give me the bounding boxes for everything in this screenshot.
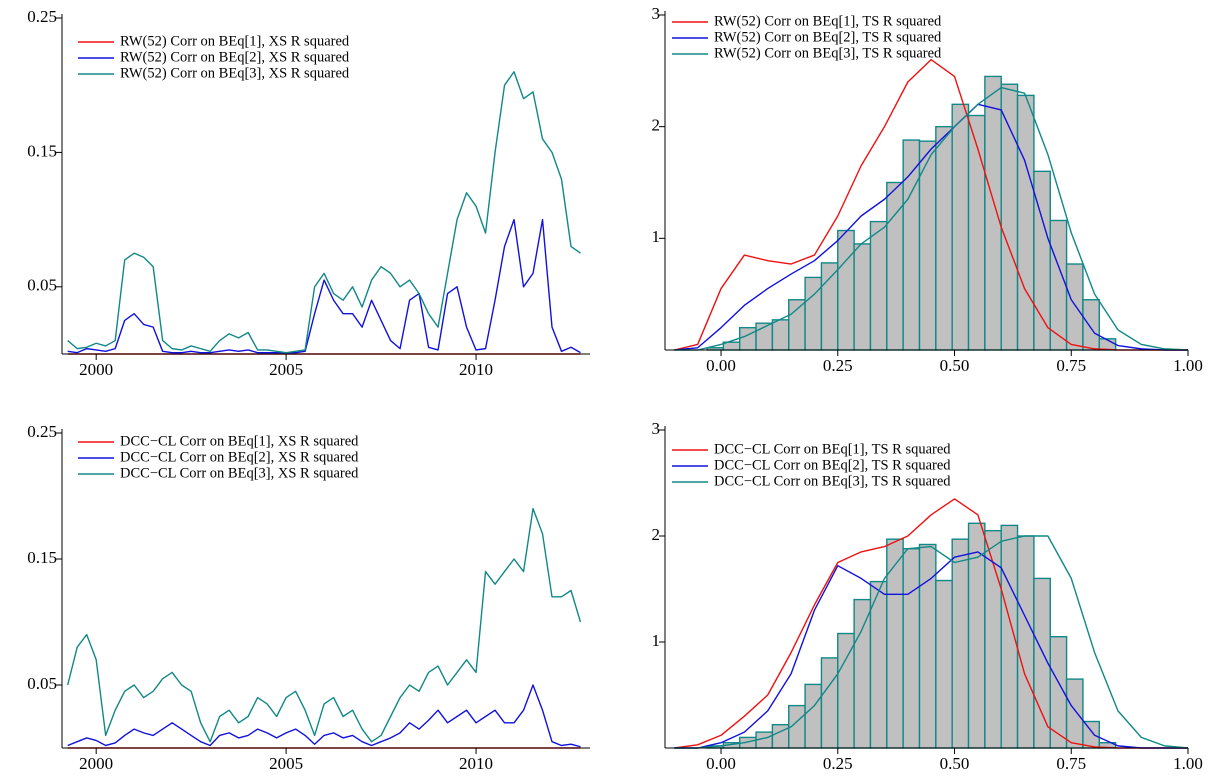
- legend-label: DCC−CL Corr on BEq[1], XS R squared: [120, 433, 359, 449]
- x-tick-label: 2010: [459, 360, 493, 379]
- histogram-bar: [804, 276, 823, 351]
- legend-label: DCC−CL Corr on BEq[1], TS R squared: [714, 441, 951, 457]
- series-line: [674, 551, 1188, 749]
- y-tick-label: 1: [652, 631, 661, 650]
- legend-label: RW(52) Corr on BEq[3], XS R squared: [120, 65, 350, 81]
- histogram-bar: [951, 538, 970, 749]
- histogram-bar: [853, 598, 872, 749]
- legend-label: DCC−CL Corr on BEq[2], TS R squared: [714, 457, 951, 473]
- series-line: [674, 498, 1188, 749]
- histogram-bar: [804, 683, 823, 749]
- legend-label: DCC−CL Corr on BEq[2], XS R squared: [120, 449, 359, 465]
- x-tick-label: 0.00: [706, 356, 736, 375]
- x-tick-label: 1.00: [1173, 754, 1203, 773]
- series-line: [67, 507, 582, 743]
- y-tick-label: 0.15: [27, 548, 57, 567]
- histogram-bar: [967, 114, 986, 351]
- histogram-bar: [902, 548, 921, 749]
- histogram-bar: [837, 632, 855, 749]
- series-line: [674, 535, 1189, 749]
- series-line: [67, 684, 581, 748]
- histogram-bar: [788, 299, 806, 351]
- histogram-bar: [984, 75, 1002, 351]
- legend-label: RW(52) Corr on BEq[1], TS R squared: [714, 13, 942, 29]
- x-tick-label: 0.75: [1056, 754, 1086, 773]
- y-tick-label: 1: [652, 227, 661, 246]
- histogram-bar: [869, 220, 888, 351]
- legend-label: RW(52) Corr on BEq[1], XS R squared: [120, 33, 350, 49]
- histogram-bar: [739, 326, 757, 351]
- x-tick-label: 0.75: [1056, 356, 1086, 375]
- legend-label: RW(52) Corr on BEq[2], XS R squared: [120, 49, 350, 65]
- histogram-bar: [1000, 524, 1019, 749]
- y-tick-label: 0.05: [27, 276, 57, 295]
- series-line: [674, 103, 1188, 351]
- histogram-bar: [1082, 720, 1100, 749]
- y-tick-label: 2: [652, 525, 661, 544]
- panel: 1 2 3 0.00 0.25 0.50 0.75 1.00 DCC−CL Corr on BE…: [652, 419, 1203, 773]
- panel: 1 2 3 0.00 0.25 0.50 0.75 1.00 RW(52) Corr on BE…: [652, 4, 1203, 375]
- x-tick-label: 2010: [459, 754, 493, 773]
- histogram-bar: [935, 125, 953, 351]
- x-tick-label: 2005: [269, 754, 303, 773]
- series-line: [674, 86, 1189, 351]
- histogram-bar: [951, 103, 970, 351]
- series-line: [674, 58, 1188, 351]
- x-tick-label: 0.00: [706, 754, 736, 773]
- histogram-bar: [1000, 83, 1019, 351]
- legend-label: RW(52) Corr on BEq[2], TS R squared: [714, 29, 942, 45]
- y-tick-label: 3: [652, 419, 661, 438]
- histogram-bar: [853, 243, 872, 351]
- legend-label: DCC−CL Corr on BEq[3], TS R squared: [714, 473, 951, 489]
- series-line: [67, 71, 581, 354]
- y-tick-label: 0.15: [27, 141, 57, 160]
- x-tick-label: 2000: [79, 754, 113, 773]
- x-tick-label: 0.50: [940, 754, 970, 773]
- histogram-bar: [902, 139, 921, 351]
- y-tick-label: 0.25: [27, 7, 57, 26]
- histogram-bar: [1065, 263, 1084, 351]
- panel: 0.05 0.15 0.25 2000 2005 2010 DCC−CL Corr on B…: [27, 422, 590, 773]
- legend-label: RW(52) Corr on BEq[3], TS R squared: [714, 45, 942, 61]
- histogram-bar: [771, 319, 790, 351]
- histogram-bar: [771, 723, 790, 749]
- x-tick-label: 0.25: [823, 356, 853, 375]
- histogram-bar: [1065, 678, 1084, 749]
- histogram-bar: [1016, 94, 1035, 351]
- y-tick-label: 2: [652, 116, 661, 135]
- histogram-bar: [837, 229, 855, 351]
- y-tick-label: 0.05: [27, 674, 57, 693]
- histogram-bar: [935, 579, 953, 749]
- histogram-bar: [886, 538, 904, 749]
- legend-label: DCC−CL Corr on BEq[3], XS R squared: [120, 465, 359, 481]
- x-tick-label: 2005: [269, 360, 303, 379]
- x-tick-label: 0.25: [823, 754, 853, 773]
- panel: 0.05 0.15 0.25 2000 2005 2010 RW(52) Corr on B…: [27, 7, 590, 379]
- histogram-bar: [820, 262, 839, 351]
- series-line: [67, 218, 581, 354]
- y-tick-label: 0.25: [27, 422, 57, 441]
- histogram-bar: [918, 543, 937, 749]
- histogram-bar: [1016, 535, 1035, 749]
- x-tick-label: 1.00: [1173, 356, 1203, 375]
- y-tick-label: 3: [652, 4, 661, 23]
- histogram-bar: [869, 580, 888, 749]
- x-tick-label: 0.50: [940, 356, 970, 375]
- histogram-bar: [820, 657, 839, 749]
- histogram-bar: [1082, 299, 1100, 351]
- x-tick-label: 2000: [79, 360, 113, 379]
